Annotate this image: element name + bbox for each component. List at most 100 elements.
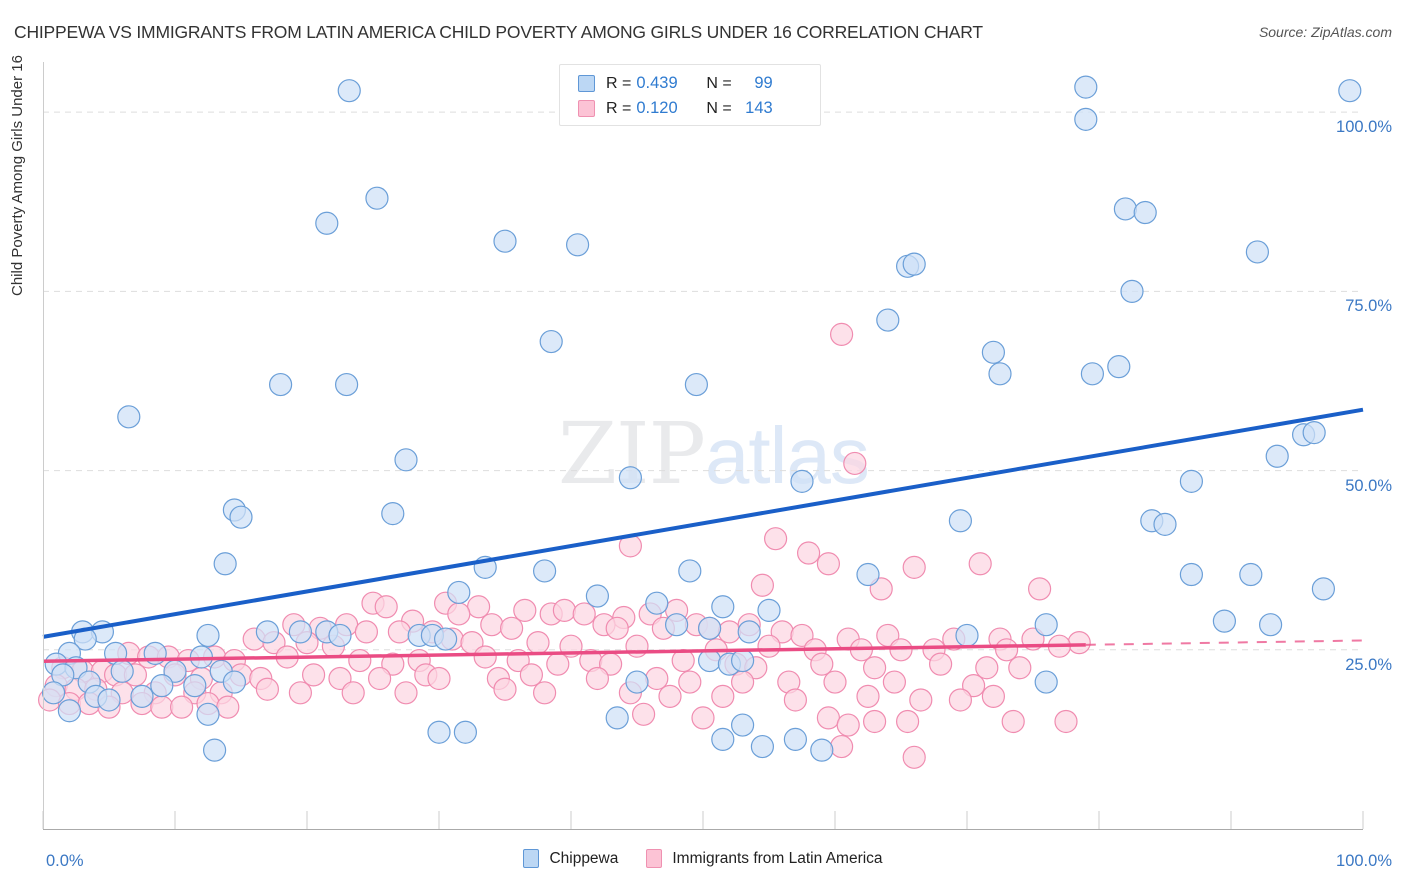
data-point[interactable] (150, 674, 174, 698)
data-point[interactable] (302, 663, 326, 687)
data-point[interactable] (697, 648, 722, 673)
data-point[interactable] (473, 645, 497, 669)
data-point[interactable] (948, 688, 973, 712)
data-point[interactable] (546, 652, 570, 676)
data-point[interactable] (97, 688, 121, 712)
data-point[interactable] (394, 681, 418, 705)
data-point[interactable] (57, 699, 81, 723)
data-point[interactable] (1133, 200, 1157, 225)
data-point[interactable] (948, 509, 973, 533)
data-point[interactable] (467, 595, 491, 619)
data-point[interactable] (203, 738, 227, 762)
data-point[interactable] (895, 709, 920, 734)
data-point[interactable] (618, 466, 643, 490)
data-point[interactable] (130, 684, 154, 708)
data-point[interactable] (981, 340, 1006, 364)
data-point[interactable] (631, 702, 656, 726)
data-point[interactable] (1080, 362, 1105, 386)
data-point[interactable] (994, 638, 1019, 662)
data-point[interactable] (757, 634, 781, 658)
data-point[interactable] (170, 695, 194, 719)
data-point[interactable] (711, 684, 735, 708)
data-point[interactable] (513, 598, 537, 622)
data-point[interactable] (1302, 420, 1326, 445)
data-point[interactable] (1027, 577, 1052, 601)
data-point[interactable] (434, 627, 458, 651)
data-point[interactable] (684, 372, 709, 397)
data-point[interactable] (856, 562, 880, 587)
data-point[interactable] (730, 648, 755, 673)
data-point[interactable] (605, 616, 629, 640)
data-point[interactable] (453, 720, 477, 744)
data-point[interactable] (183, 674, 207, 698)
data-point[interactable] (150, 695, 174, 719)
data-point[interactable] (645, 666, 669, 691)
data-point[interactable] (288, 681, 312, 705)
data-point[interactable] (585, 666, 610, 691)
data-point[interactable] (493, 229, 517, 253)
data-point[interactable] (843, 451, 867, 476)
data-point[interactable] (783, 727, 808, 751)
data-point[interactable] (110, 659, 134, 683)
data-point[interactable] (711, 595, 735, 619)
data-point[interactable] (1034, 613, 1058, 637)
data-point[interactable] (552, 598, 577, 622)
data-point[interactable] (961, 674, 986, 698)
data-point[interactable] (816, 706, 841, 730)
data-point[interactable] (882, 670, 907, 694)
data-point[interactable] (902, 555, 926, 579)
data-point[interactable] (533, 559, 557, 583)
data-point[interactable] (988, 362, 1012, 386)
data-point[interactable] (625, 634, 649, 658)
data-point[interactable] (533, 681, 557, 705)
data-point[interactable] (328, 623, 352, 648)
data-point[interactable] (572, 602, 596, 626)
data-point[interactable] (565, 233, 590, 257)
data-point[interactable] (1034, 670, 1058, 694)
data-point[interactable] (328, 666, 352, 691)
data-point[interactable] (1153, 512, 1177, 536)
data-point[interactable] (862, 656, 887, 680)
data-point[interactable] (500, 616, 524, 640)
data-point[interactable] (730, 670, 755, 694)
data-point[interactable] (315, 211, 339, 235)
data-point[interactable] (1239, 562, 1263, 587)
data-point[interactable] (255, 677, 279, 701)
data-point[interactable] (539, 329, 563, 354)
data-point[interactable] (1113, 197, 1138, 221)
data-point[interactable] (829, 734, 854, 759)
data-point[interactable] (381, 652, 405, 676)
data-point[interactable] (354, 620, 378, 644)
data-point[interactable] (1258, 613, 1283, 637)
data-point[interactable] (1067, 631, 1091, 655)
data-point[interactable] (381, 501, 405, 526)
data-point[interactable] (222, 670, 246, 694)
data-point[interactable] (869, 577, 893, 601)
data-point[interactable] (810, 652, 834, 676)
data-point[interactable] (790, 623, 814, 648)
data-point[interactable] (902, 252, 926, 276)
data-point[interactable] (730, 713, 755, 737)
data-point[interactable] (368, 666, 392, 691)
data-point[interactable] (1074, 107, 1098, 131)
data-point[interactable] (790, 469, 814, 493)
data-point[interactable] (645, 591, 669, 615)
data-point[interactable] (117, 405, 141, 429)
data-point[interactable] (1265, 444, 1289, 468)
data-point[interactable] (664, 613, 689, 637)
data-point[interactable] (348, 648, 372, 673)
data-point[interactable] (1212, 609, 1237, 633)
data-point[interactable] (829, 322, 854, 346)
data-point[interactable] (341, 681, 365, 705)
data-point[interactable] (1054, 709, 1078, 734)
data-point[interactable] (1179, 562, 1204, 587)
data-point[interactable] (796, 541, 821, 565)
data-point[interactable] (691, 706, 715, 730)
data-point[interactable] (678, 670, 702, 694)
data-point[interactable] (902, 745, 926, 769)
data-point[interactable] (928, 652, 953, 676)
data-point[interactable] (783, 688, 808, 712)
data-point[interactable] (711, 727, 735, 751)
data-point[interactable] (1120, 279, 1144, 303)
data-point[interactable] (1107, 355, 1131, 379)
